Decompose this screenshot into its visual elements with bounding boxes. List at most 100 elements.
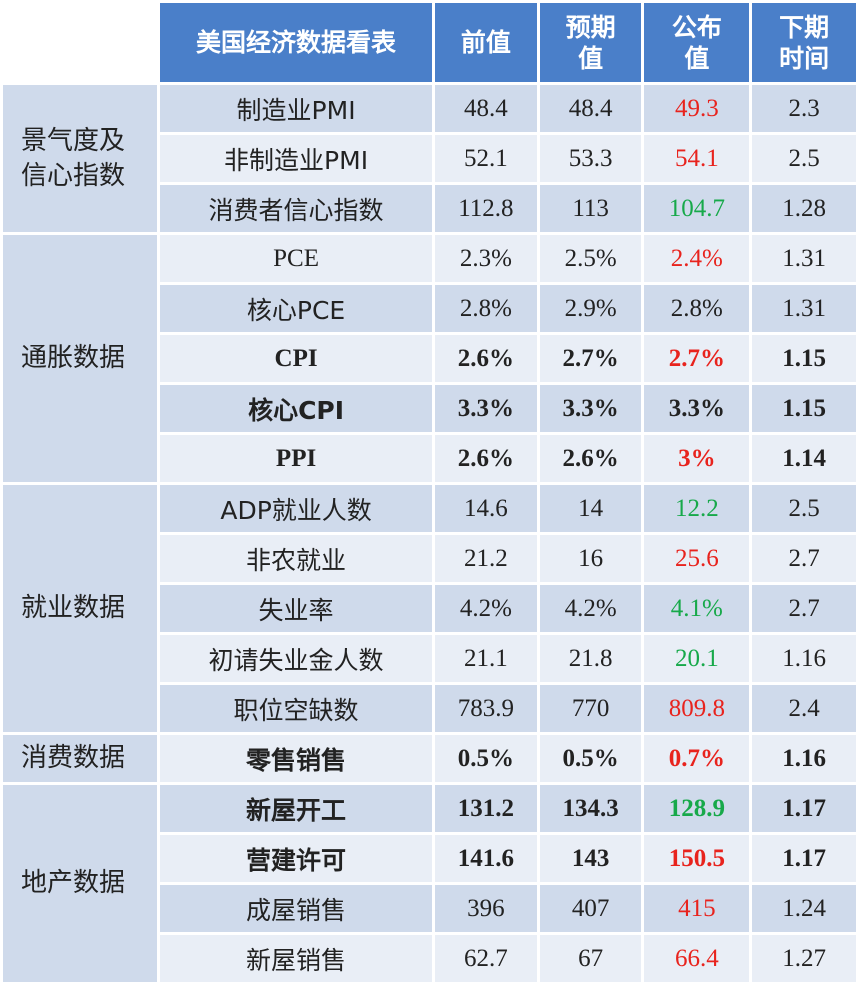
value-expected: 0.5% [539, 735, 642, 782]
indicator-name: ADP就业人数 [160, 485, 433, 532]
indicator-name: 新屋开工 [160, 785, 433, 832]
value-previous: 21.2 [435, 535, 537, 582]
value-actual: 3% [644, 435, 750, 482]
value-actual: 3.3% [644, 385, 750, 432]
value-next-date: 1.28 [752, 185, 856, 232]
table-row: 就业数据 ADP就业人数 14.6 14 12.2 2.5 [3, 485, 856, 732]
indicator-name: 非制造业PMI [160, 135, 433, 182]
value-previous: 131.2 [435, 785, 537, 832]
value-expected: 770 [539, 685, 642, 732]
value-previous: 2.3% [435, 235, 537, 282]
header-table-title: 美国经济数据看表 [160, 3, 433, 82]
value-previous: 112.8 [435, 185, 537, 232]
value-next-date: 1.31 [752, 235, 856, 282]
table-row: CPI 2.6% 2.7% 2.7% 1.15 [3, 335, 856, 382]
header-corner [3, 3, 158, 82]
value-next-date: 2.3 [752, 85, 856, 132]
table-row: 地产数据 新屋开工 131.2 134.3 128.9 1.17 [3, 785, 856, 982]
value-next-date: 1.15 [752, 335, 856, 382]
value-next-date: 1.16 [752, 735, 856, 782]
table-row: 通胀数据 PCE 2.3% 2.5% 2.4% 1.31 [3, 235, 856, 482]
table-row: 成屋销售 396 407 415 1.24 [3, 885, 856, 932]
value-expected: 2.9% [539, 285, 642, 332]
value-next-date: 1.16 [752, 635, 856, 682]
value-previous: 0.5% [435, 735, 537, 782]
indicator-name: CPI [160, 335, 433, 382]
indicator-name: 零售销售 [160, 735, 433, 782]
header-expected: 预期 值 [539, 3, 642, 82]
indicator-name: 制造业PMI [160, 85, 433, 132]
value-expected: 113 [539, 185, 642, 232]
value-actual: 66.4 [644, 935, 750, 982]
value-next-date: 1.14 [752, 435, 856, 482]
value-next-date: 2.4 [752, 685, 856, 732]
value-previous: 21.1 [435, 635, 537, 682]
value-expected: 2.7% [539, 335, 642, 382]
value-expected: 4.2% [539, 585, 642, 632]
value-next-date: 1.17 [752, 785, 856, 832]
group-label: 景气度及 信心指数 [3, 85, 158, 232]
value-previous: 48.4 [435, 85, 537, 132]
value-actual: 415 [644, 885, 750, 932]
group-label: 消费数据 [3, 735, 158, 782]
table-row: 职位空缺数 783.9 770 809.8 2.4 [3, 685, 856, 732]
value-actual: 150.5 [644, 835, 750, 882]
value-expected: 16 [539, 535, 642, 582]
indicator-name: 失业率 [160, 585, 433, 632]
group-label: 就业数据 [3, 485, 158, 732]
value-next-date: 1.24 [752, 885, 856, 932]
value-previous: 2.6% [435, 435, 537, 482]
value-actual: 4.1% [644, 585, 750, 632]
value-next-date: 1.27 [752, 935, 856, 982]
header-row: 美国经济数据看表 前值 预期 值 公布 值 下期 时间 [3, 3, 856, 82]
value-expected: 134.3 [539, 785, 642, 832]
indicator-name: PPI [160, 435, 433, 482]
value-actual: 2.7% [644, 335, 750, 382]
table-row: 消费者信心指数 112.8 113 104.7 1.28 [3, 185, 856, 232]
value-expected: 2.6% [539, 435, 642, 482]
value-previous: 52.1 [435, 135, 537, 182]
indicator-name: 核心CPI [160, 385, 433, 432]
value-expected: 67 [539, 935, 642, 982]
indicator-name: 成屋销售 [160, 885, 433, 932]
value-previous: 62.7 [435, 935, 537, 982]
value-actual: 2.4% [644, 235, 750, 282]
value-previous: 4.2% [435, 585, 537, 632]
value-actual: 0.7% [644, 735, 750, 782]
value-actual: 104.7 [644, 185, 750, 232]
value-next-date: 2.5 [752, 135, 856, 182]
indicator-name: PCE [160, 235, 433, 282]
indicator-name: 消费者信心指数 [160, 185, 433, 232]
value-actual: 809.8 [644, 685, 750, 732]
indicator-name: 职位空缺数 [160, 685, 433, 732]
table-row: 营建许可 141.6 143 150.5 1.17 [3, 835, 856, 882]
value-next-date: 2.5 [752, 485, 856, 532]
table-row: 景气度及 信心指数 制造业PMI 48.4 48.4 49.3 2.3 [3, 85, 856, 232]
value-previous: 783.9 [435, 685, 537, 732]
indicator-name: 新屋销售 [160, 935, 433, 982]
value-next-date: 2.7 [752, 585, 856, 632]
value-next-date: 2.7 [752, 535, 856, 582]
value-expected: 14 [539, 485, 642, 532]
value-expected: 48.4 [539, 85, 642, 132]
value-previous: 396 [435, 885, 537, 932]
table-row: 失业率 4.2% 4.2% 4.1% 2.7 [3, 585, 856, 632]
table-row: 非制造业PMI 52.1 53.3 54.1 2.5 [3, 135, 856, 182]
table-row: 核心CPI 3.3% 3.3% 3.3% 1.15 [3, 385, 856, 432]
value-next-date: 1.31 [752, 285, 856, 332]
group-label: 地产数据 [3, 785, 158, 982]
value-actual: 12.2 [644, 485, 750, 532]
value-actual: 2.8% [644, 285, 750, 332]
header-previous: 前值 [435, 3, 537, 82]
table-row: PPI 2.6% 2.6% 3% 1.14 [3, 435, 856, 482]
value-actual: 128.9 [644, 785, 750, 832]
table-row: 新屋销售 62.7 67 66.4 1.27 [3, 935, 856, 982]
value-next-date: 1.15 [752, 385, 856, 432]
value-expected: 407 [539, 885, 642, 932]
value-expected: 21.8 [539, 635, 642, 682]
header-next-date: 下期 时间 [752, 3, 856, 82]
value-actual: 25.6 [644, 535, 750, 582]
value-expected: 143 [539, 835, 642, 882]
table-row: 初请失业金人数 21.1 21.8 20.1 1.16 [3, 635, 856, 682]
